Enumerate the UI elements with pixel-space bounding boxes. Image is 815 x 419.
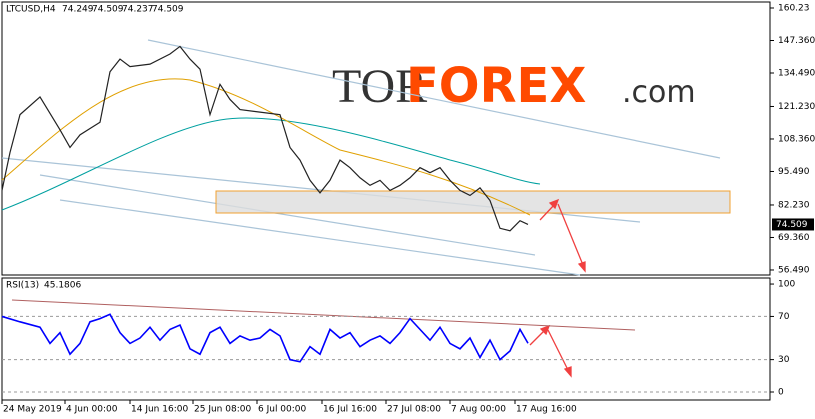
y-tick-label: 70 [778,312,790,322]
y-tick-label: 160.23 [778,3,810,13]
series-line [1,313,529,363]
open: 74.249 [62,5,94,15]
watermark-tor: TOR [332,60,427,113]
resistance-zone [215,190,731,214]
x-tick-label: 7 Aug 00:00 [451,405,506,415]
y-tick-label: 56.490 [778,265,810,275]
x-tick-label: 4 Jun 00:00 [66,405,118,415]
y-tick-label: 108.360 [778,134,815,144]
price-label: 74.509 [776,220,808,230]
x-tick-label: 27 Jul 08:00 [387,405,441,415]
x-tick-label: 25 Jun 08:00 [194,405,251,415]
y-tick-label: 0 [778,388,784,398]
watermark-com: .com [622,75,696,110]
y-tick-label: 69.360 [778,233,810,243]
symbol: LTCUSD,H4 [6,5,56,15]
watermark-forex: FOREX [406,58,586,114]
rsi-trendline [11,299,636,331]
low: 74.237 [122,5,154,15]
y-tick-label: 134.490 [778,68,815,78]
header: LTCUSD,H4 74.249 74.509 74.237 74.509 RS… [6,5,184,291]
x-tick-label: 16 Jul 16:00 [323,405,377,415]
x-tick-label: 6 Jul 00:00 [258,405,307,415]
series-line [1,45,529,232]
x-tick-label: 17 Aug 16:00 [516,405,577,415]
rsi-value: 45.1806 [44,281,81,291]
y-tick-label: 82.230 [778,200,810,210]
x-tick-label: 14 Jun 16:00 [131,405,188,415]
y-tick-label: 30 [778,355,790,365]
y-tick-label: 147.360 [778,36,815,46]
high: 74.509 [92,5,124,15]
y-tick-label: 95.490 [778,167,810,177]
moving-average-fast [1,78,531,216]
forecast-arrows [529,198,586,378]
price-box [772,218,814,231]
x-tick-label: 24 May 2019 [3,405,62,415]
y-tick-label: 121.230 [778,102,815,112]
close: 74.509 [152,5,184,15]
rsi-label: RSI(13) [6,281,39,291]
y-tick-label: 100 [778,280,795,290]
channel-lines [1,39,721,276]
